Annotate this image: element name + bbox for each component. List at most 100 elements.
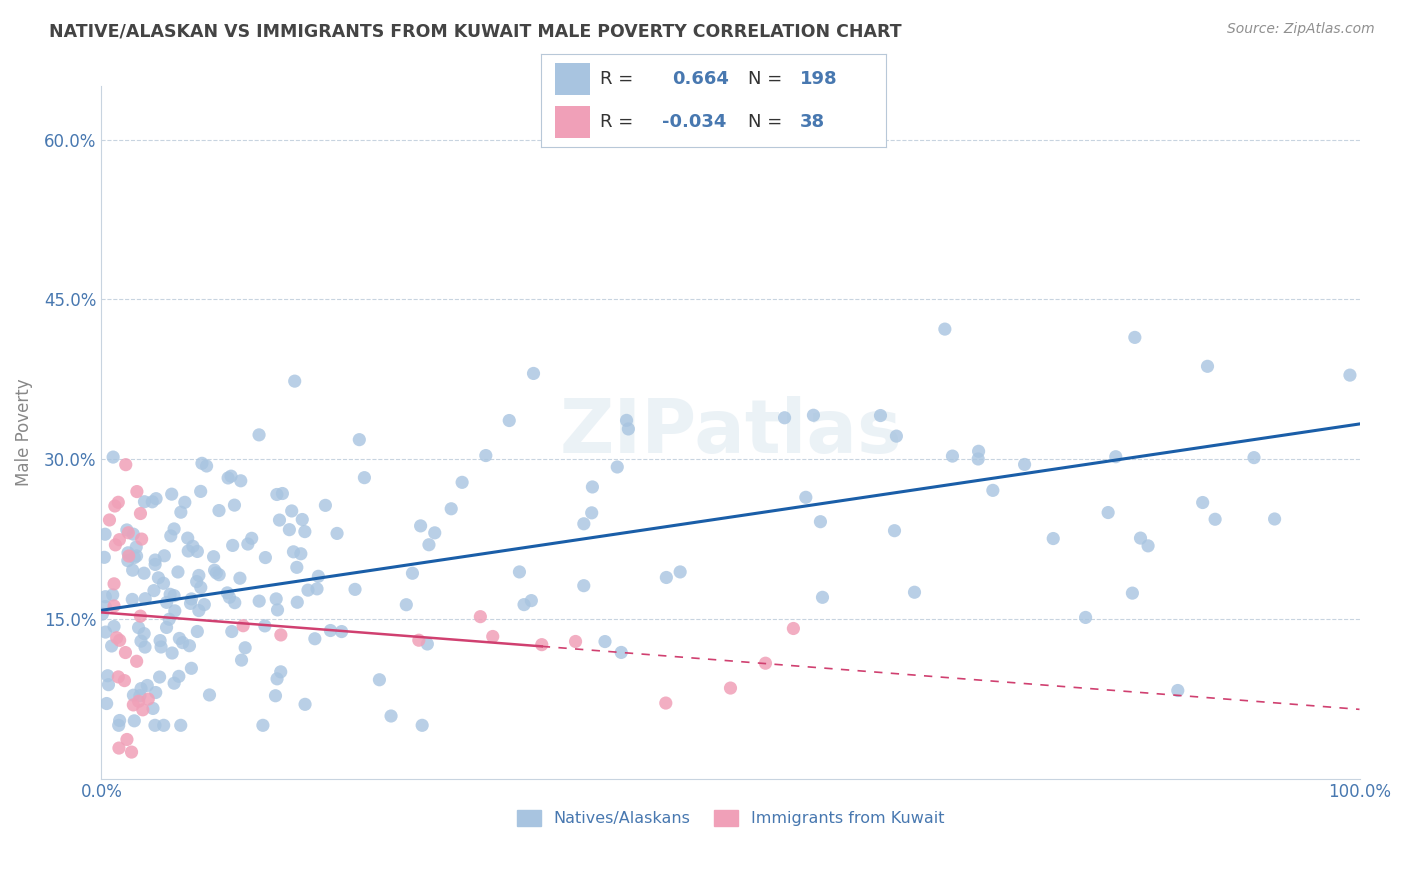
Point [163, 676, 186, 690]
Point [163, 604, 186, 618]
Point [368, 673, 391, 687]
Point [903, 585, 925, 599]
Point [284, 374, 307, 388]
Point [616, 413, 638, 427]
Point [91, 607, 114, 621]
Point [224, 498, 246, 512]
Point [155, 620, 177, 634]
Point [319, 624, 342, 638]
Point [581, 480, 603, 494]
Point [177, 544, 200, 558]
Text: 38: 38 [800, 113, 825, 131]
Point [411, 718, 433, 732]
Point [117, 546, 139, 560]
Point [149, 670, 172, 684]
Point [93, 550, 115, 565]
Point [186, 544, 208, 558]
Text: 198: 198 [800, 70, 838, 87]
Point [108, 633, 131, 648]
Point [134, 591, 156, 606]
Point [981, 483, 1004, 498]
Point [159, 529, 181, 543]
Point [269, 513, 291, 527]
Point [121, 563, 143, 577]
Point [160, 487, 183, 501]
Point [353, 470, 375, 484]
Point [883, 524, 905, 538]
Point [291, 512, 314, 526]
Point [125, 654, 148, 668]
Point [941, 449, 963, 463]
Point [180, 591, 202, 606]
Point [231, 653, 253, 667]
Point [513, 598, 536, 612]
Point [103, 619, 125, 633]
Point [254, 550, 277, 565]
Point [967, 444, 990, 458]
Point [794, 491, 817, 505]
Point [264, 689, 287, 703]
Point [423, 525, 446, 540]
Y-axis label: Male Poverty: Male Poverty [15, 378, 32, 486]
Point [186, 624, 208, 639]
Point [104, 538, 127, 552]
Point [593, 634, 616, 648]
Point [305, 582, 328, 596]
Point [326, 526, 349, 541]
Point [179, 639, 201, 653]
Text: Source: ZipAtlas.com: Source: ZipAtlas.com [1227, 22, 1375, 37]
Point [94, 599, 117, 614]
Point [103, 599, 125, 613]
Point [470, 609, 492, 624]
Point [129, 507, 152, 521]
Point [114, 646, 136, 660]
Point [229, 571, 252, 585]
Point [121, 745, 143, 759]
Point [773, 410, 796, 425]
Point [617, 422, 640, 436]
Point [108, 714, 131, 728]
Point [117, 554, 139, 568]
Point [283, 545, 305, 559]
Point [169, 632, 191, 646]
Point [1014, 458, 1036, 472]
Point [148, 571, 170, 585]
Point [285, 560, 308, 574]
Point [669, 565, 692, 579]
Point [150, 640, 173, 654]
Point [278, 523, 301, 537]
Point [129, 634, 152, 648]
Point [100, 639, 122, 653]
Point [118, 549, 141, 563]
Point [114, 673, 136, 688]
Point [811, 591, 834, 605]
Point [124, 714, 146, 728]
Point [475, 449, 498, 463]
Point [481, 630, 503, 644]
Point [142, 583, 165, 598]
Text: N =: N = [748, 70, 782, 87]
Point [380, 709, 402, 723]
Point [266, 487, 288, 501]
Point [172, 635, 194, 649]
Point [401, 566, 423, 581]
Point [134, 626, 156, 640]
Point [152, 576, 174, 591]
Point [170, 718, 193, 732]
Point [418, 538, 440, 552]
Point [191, 456, 214, 470]
Point [285, 595, 308, 609]
Point [134, 494, 156, 508]
Point [869, 409, 891, 423]
Point [344, 582, 367, 597]
Point [314, 499, 336, 513]
Point [236, 537, 259, 551]
Point [173, 495, 195, 509]
Point [149, 633, 172, 648]
Point [224, 596, 246, 610]
Point [94, 590, 117, 604]
Point [252, 718, 274, 732]
Point [330, 624, 353, 639]
Point [163, 522, 186, 536]
Point [108, 741, 131, 756]
